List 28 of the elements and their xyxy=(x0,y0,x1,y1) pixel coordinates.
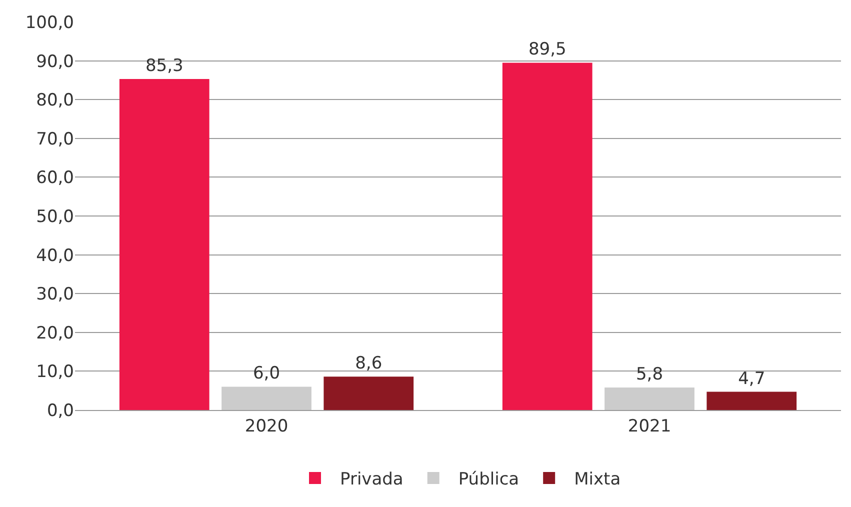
data-label: 4,7 xyxy=(738,368,766,389)
y-tick-label: 0,0 xyxy=(46,400,74,421)
x-tick-label: 2020 xyxy=(244,416,288,436)
y-tick-label: 40,0 xyxy=(36,246,74,266)
y-tick-label: 50,0 xyxy=(36,206,74,227)
legend-label: Pública xyxy=(458,470,520,490)
bar xyxy=(324,376,414,410)
y-tick-label: 10,0 xyxy=(36,362,74,382)
data-label: 8,6 xyxy=(355,354,382,374)
x-tick-label: 2021 xyxy=(628,416,672,436)
data-label: 89,5 xyxy=(528,40,566,60)
data-label: 85,3 xyxy=(145,56,184,76)
y-tick-label: 20,0 xyxy=(36,323,74,344)
legend-label: Mixta xyxy=(574,470,621,490)
bar xyxy=(604,388,694,410)
y-tick-label: 60,0 xyxy=(36,168,74,188)
y-tick-label: 90,0 xyxy=(36,52,74,72)
bar xyxy=(222,386,312,410)
legend-label: Privada xyxy=(340,470,404,490)
y-tick-label: 80,0 xyxy=(36,90,74,111)
y-tick-label: 100,0 xyxy=(25,12,74,33)
bar xyxy=(502,62,592,410)
y-tick-label: 70,0 xyxy=(36,129,74,150)
data-label: 6,0 xyxy=(252,364,280,384)
bar xyxy=(119,79,210,410)
bar xyxy=(706,392,797,410)
data-label: 5,8 xyxy=(636,364,664,384)
y-tick-label: 30,0 xyxy=(36,284,74,305)
